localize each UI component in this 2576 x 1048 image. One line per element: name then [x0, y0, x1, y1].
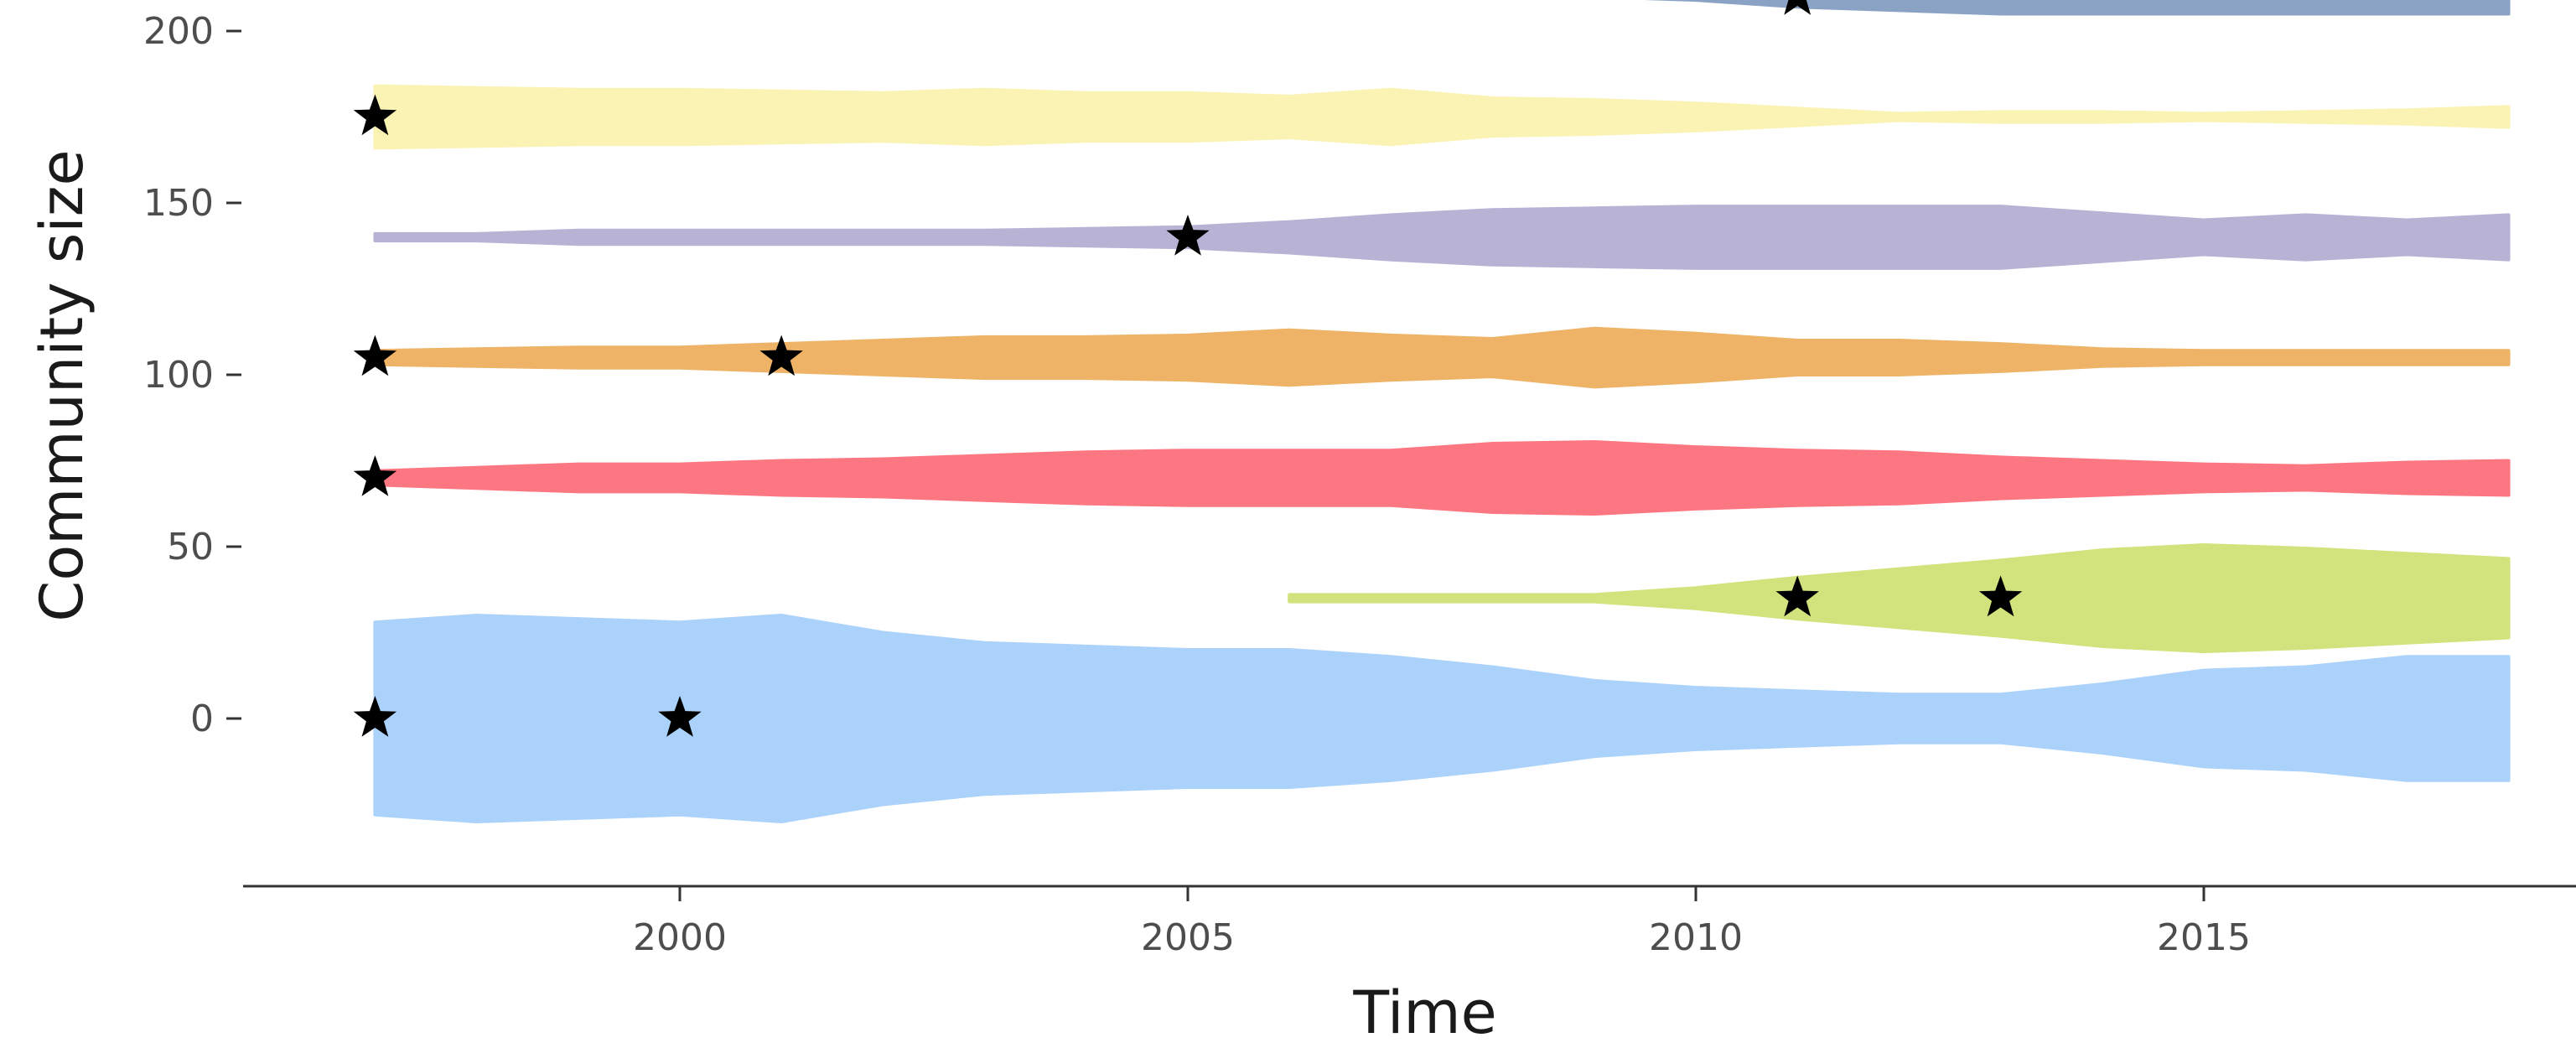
event-stars: [353, 0, 2023, 737]
x-tick-label: 2010: [1649, 916, 1743, 959]
x-tick-label: 2005: [1141, 916, 1235, 959]
community-band-4: [373, 326, 2511, 389]
y-tick-label: 150: [143, 182, 214, 225]
community-band-6: [1288, 543, 2511, 653]
y-axis: 0 50 100 150 200: [143, 10, 241, 740]
event-star-5: [759, 335, 803, 376]
event-star-6: [353, 455, 397, 496]
y-tick-label: 200: [143, 10, 214, 53]
event-star-3: [1166, 215, 1210, 256]
y-tick-label: 50: [167, 526, 214, 568]
community-bands: [373, 0, 2511, 823]
x-tick-label: 2015: [2157, 916, 2251, 959]
event-star-2: [353, 94, 397, 136]
event-star-1: [1784, 0, 1811, 15]
event-star-9: [353, 696, 397, 737]
community-band-3: [373, 205, 2511, 270]
x-axis-title: Time: [1352, 978, 1496, 1047]
event-star-7: [1775, 575, 1819, 617]
community-band-7: [373, 614, 2511, 823]
event-star-10: [658, 696, 702, 737]
community-band-2: [373, 84, 2511, 150]
x-tick-label: 2000: [633, 916, 727, 959]
event-star-8: [1978, 575, 2023, 617]
y-tick-label: 0: [190, 698, 214, 740]
y-tick-label: 100: [143, 354, 214, 397]
event-star-4: [353, 335, 397, 376]
community-band-1: [1643, 0, 2511, 16]
x-axis: 2000 2005 2010 2015: [243, 885, 2576, 959]
community-band-5: [373, 440, 2511, 516]
y-axis-title: Community size: [28, 149, 96, 621]
